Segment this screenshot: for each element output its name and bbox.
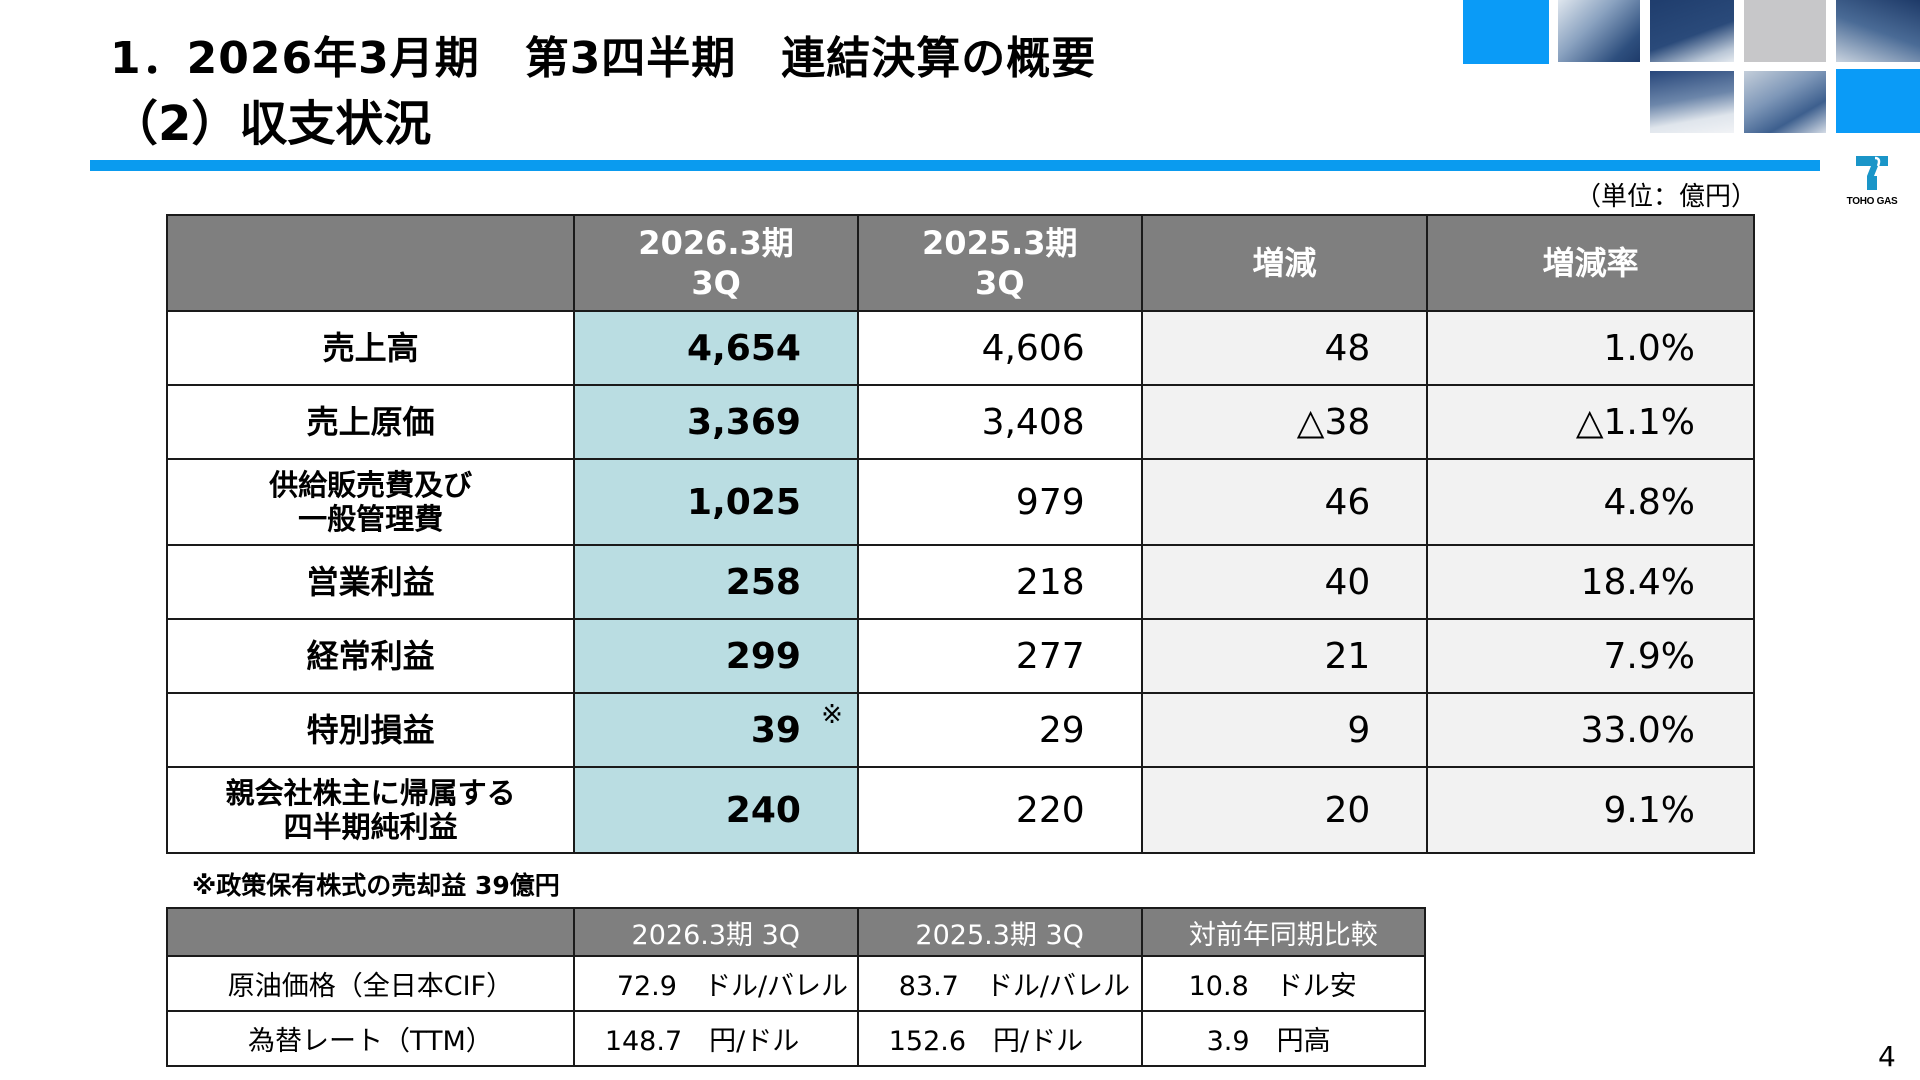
current-value: 258	[573, 544, 859, 620]
toho-gas-logo-icon	[1856, 156, 1888, 190]
change-rate-value: 1.0%	[1426, 310, 1755, 386]
change-value: 40	[1140, 544, 1429, 620]
decorative-sky-tile	[1744, 71, 1826, 133]
header-change: 増減	[1140, 214, 1429, 312]
row-label: 経常利益	[165, 618, 576, 694]
previous-value: 277	[856, 618, 1143, 694]
table-row: 特別損益 39 ※ 29 9 33.0%	[165, 692, 1755, 768]
change-value: △38	[1140, 384, 1429, 460]
row-label: 親会社株主に帰属する 四半期純利益	[165, 766, 576, 854]
decorative-sky-tile	[1836, 0, 1920, 62]
table-header-row: 2026.3期 3Q 2025.3期 3Q 対前年同期比較	[166, 907, 1427, 957]
row-label-line1: 売上原価	[306, 403, 435, 441]
change-value: 21	[1140, 618, 1429, 694]
row-label-line1: 売上高	[322, 329, 419, 367]
header-divider	[90, 160, 1820, 171]
header-previous-period: 2025.3期 3Q	[856, 214, 1143, 312]
previous-value: 4,606	[856, 310, 1143, 386]
table-row: 供給販売費及び 一般管理費 1,025 979 46 4.8%	[165, 458, 1755, 546]
current-value: 39 ※	[573, 692, 859, 768]
header-blank	[166, 907, 575, 957]
row-label-line1: 供給販売費及び	[269, 468, 473, 502]
header-current-line1: 2026.3期	[638, 224, 794, 262]
change-value: 46	[1140, 458, 1429, 546]
previous-value: 979	[856, 458, 1143, 546]
decorative-sky-tile	[1558, 0, 1640, 62]
previous-value: 3,408	[856, 384, 1143, 460]
current-value: 4,654	[573, 310, 859, 386]
table-row: 売上原価 3,369 3,408 △38 △1.1%	[165, 384, 1755, 460]
page-number: 4	[1878, 1040, 1896, 1073]
market-indicators-table: 2026.3期 3Q 2025.3期 3Q 対前年同期比較 原油価格（全日本CI…	[166, 907, 1427, 1067]
row-label-line1: 特別損益	[306, 711, 435, 749]
change-value: 9	[1140, 692, 1429, 768]
table-header-row: 2026.3期 3Q 2025.3期 3Q 増減 増減率	[165, 214, 1755, 312]
current-value: 148.7 円/ドル	[572, 1010, 859, 1067]
row-label: 為替レート（TTM）	[166, 1010, 575, 1067]
previous-value: 83.7 ドル/バレル	[856, 955, 1143, 1012]
row-label-line1: 親会社株主に帰属する	[225, 776, 516, 810]
header-previous-line1: 2025.3期	[922, 224, 1078, 262]
row-label: 特別損益	[165, 692, 576, 768]
logo-text: TOHO GAS	[1846, 196, 1898, 207]
header-current-period: 2026.3期 3Q	[573, 214, 859, 312]
change-value: 20	[1140, 766, 1429, 854]
header-blank	[165, 214, 576, 312]
header-current-line2: 3Q	[691, 264, 741, 302]
table-row: 原油価格（全日本CIF） 72.9 ドル/バレル 83.7 ドル/バレル 10.…	[166, 955, 1427, 1012]
comparison-value: 10.8 ドル安	[1140, 955, 1427, 1012]
page-title: 1．2026年3月期 第3四半期 連結決算の概要	[110, 33, 1097, 84]
row-label-line2: 一般管理費	[298, 502, 444, 536]
footnote-mark: ※	[821, 700, 843, 730]
header-previous-line2: 3Q	[975, 264, 1025, 302]
previous-value: 152.6 円/ドル	[856, 1010, 1143, 1067]
change-rate-value: 7.9%	[1426, 618, 1755, 694]
decorative-tile	[1463, 0, 1549, 64]
table-row: 売上高 4,654 4,606 48 1.0%	[165, 310, 1755, 386]
row-label: 原油価格（全日本CIF）	[166, 955, 575, 1012]
footnote: ※政策保有株式の売却益 39億円	[192, 871, 560, 900]
row-label: 売上高	[165, 310, 576, 386]
decorative-tile	[1836, 69, 1920, 133]
change-rate-value: 4.8%	[1426, 458, 1755, 546]
change-rate-value: △1.1%	[1426, 384, 1755, 460]
change-rate-value: 9.1%	[1426, 766, 1755, 854]
company-logo: TOHO GAS	[1843, 152, 1901, 212]
comparison-value: 3.9 円高	[1140, 1010, 1427, 1067]
current-value: 240	[573, 766, 859, 854]
change-value: 48	[1140, 310, 1429, 386]
table-row: 経常利益 299 277 21 7.9%	[165, 618, 1755, 694]
current-value-text: 39	[750, 709, 801, 751]
section-subtitle: （2）収支状況	[110, 96, 432, 152]
income-statement-table: 2026.3期 3Q 2025.3期 3Q 増減 増減率 売上高 4,654 4…	[165, 214, 1755, 854]
current-value: 299	[573, 618, 859, 694]
header-yoy-comparison: 対前年同期比較	[1140, 907, 1427, 957]
previous-value: 220	[856, 766, 1143, 854]
table-row: 親会社株主に帰属する 四半期純利益 240 220 20 9.1%	[165, 766, 1755, 854]
header-change-rate: 増減率	[1426, 214, 1755, 312]
unit-note: （単位：億円）	[1575, 182, 1758, 212]
decorative-sky-tile	[1650, 71, 1734, 133]
change-rate-value: 33.0%	[1426, 692, 1755, 768]
current-value: 3,369	[573, 384, 859, 460]
header-previous-period: 2025.3期 3Q	[856, 907, 1143, 957]
table-row: 営業利益 258 218 40 18.4%	[165, 544, 1755, 620]
current-value: 1,025	[573, 458, 859, 546]
row-label: 売上原価	[165, 384, 576, 460]
table-row: 為替レート（TTM） 148.7 円/ドル 152.6 円/ドル 3.9 円高	[166, 1010, 1427, 1067]
decorative-sky-tile	[1650, 0, 1734, 62]
current-value: 72.9 ドル/バレル	[572, 955, 859, 1012]
previous-value: 29	[856, 692, 1143, 768]
decorative-tile	[1744, 0, 1826, 62]
change-rate-value: 18.4%	[1426, 544, 1755, 620]
row-label: 営業利益	[165, 544, 576, 620]
header-current-period: 2026.3期 3Q	[572, 907, 859, 957]
row-label-line1: 営業利益	[306, 563, 435, 601]
row-label: 供給販売費及び 一般管理費	[165, 458, 576, 546]
row-label-line1: 経常利益	[306, 637, 435, 675]
row-label-line2: 四半期純利益	[283, 810, 458, 844]
previous-value: 218	[856, 544, 1143, 620]
